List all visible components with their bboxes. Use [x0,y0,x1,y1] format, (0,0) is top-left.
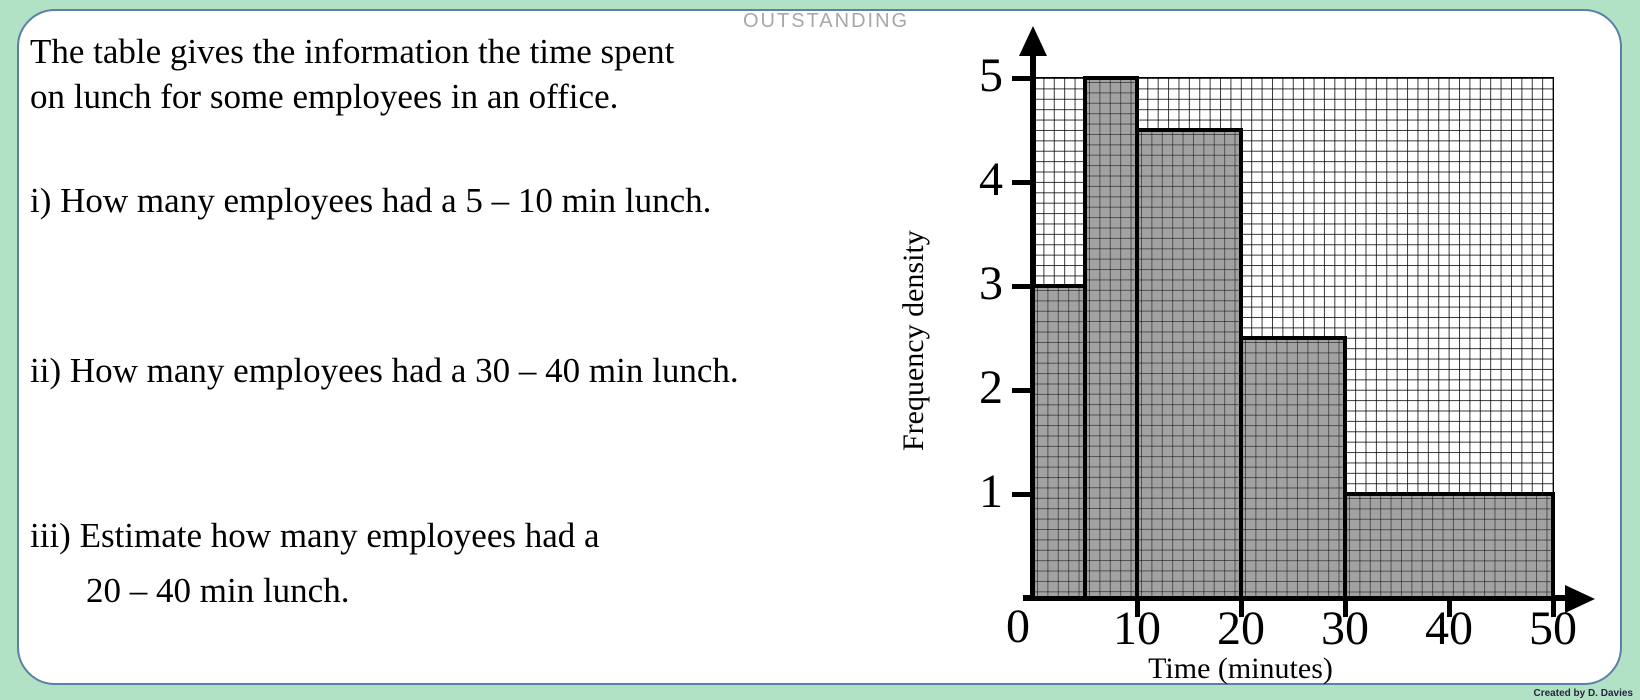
credit-label: Created by D. Davies [1533,688,1634,699]
watermark-label: OUTSTANDING [743,10,910,32]
x-axis-title: Time (minutes) [1148,652,1333,685]
x-tick-label: 10 [1113,602,1161,655]
question-part-ii: ii) How many employees had a 30 – 40 min… [30,351,739,390]
histogram-bar [1083,76,1139,600]
y-tick-label: 1 [979,465,1003,518]
y-tick-mark [1012,387,1031,393]
x-tick-mark [1550,601,1556,617]
histogram-bar [1031,284,1087,600]
x-tick-label: 30 [1321,602,1369,655]
y-tick-mark [1012,179,1031,185]
x-tick-label: 50 [1529,602,1577,655]
y-tick-label: 3 [979,257,1003,310]
x-tick-label: 0 [1006,600,1030,653]
histogram-bar [1343,492,1555,600]
y-axis-title: Frequency density [897,230,930,452]
y-tick-label: 5 [979,49,1003,102]
y-tick-mark [1012,75,1031,81]
plot-area: Frequency density Time (minutes) 0 10 20 30… [897,26,1595,685]
x-tick-mark [1446,601,1452,617]
question-intro-line2: on lunch for some employees in an office… [30,77,619,116]
x-tick-mark [1238,601,1244,617]
histogram-bar [1239,336,1347,600]
x-tick-mark [1134,601,1140,617]
question-part-iii-line1: iii) Estimate how many employees had a [30,516,600,555]
x-tick-mark [1342,601,1348,617]
y-tick-label: 4 [979,153,1003,206]
y-tick-label: 2 [979,361,1003,414]
x-tick-label: 40 [1425,602,1473,655]
question-part-iii-line2: 20 – 40 min lunch. [86,571,350,610]
question-part-i: i) How many employees had a 5 – 10 min l… [30,181,712,220]
y-tick-mark [1012,283,1031,289]
question-intro-line1: The table gives the information the time… [30,32,675,71]
y-tick-mark [1012,491,1031,497]
histogram-bar [1135,128,1243,600]
x-tick-label: 20 [1217,602,1265,655]
x-axis-arrow-icon [1565,585,1595,613]
y-axis-arrow-icon [1019,26,1047,56]
